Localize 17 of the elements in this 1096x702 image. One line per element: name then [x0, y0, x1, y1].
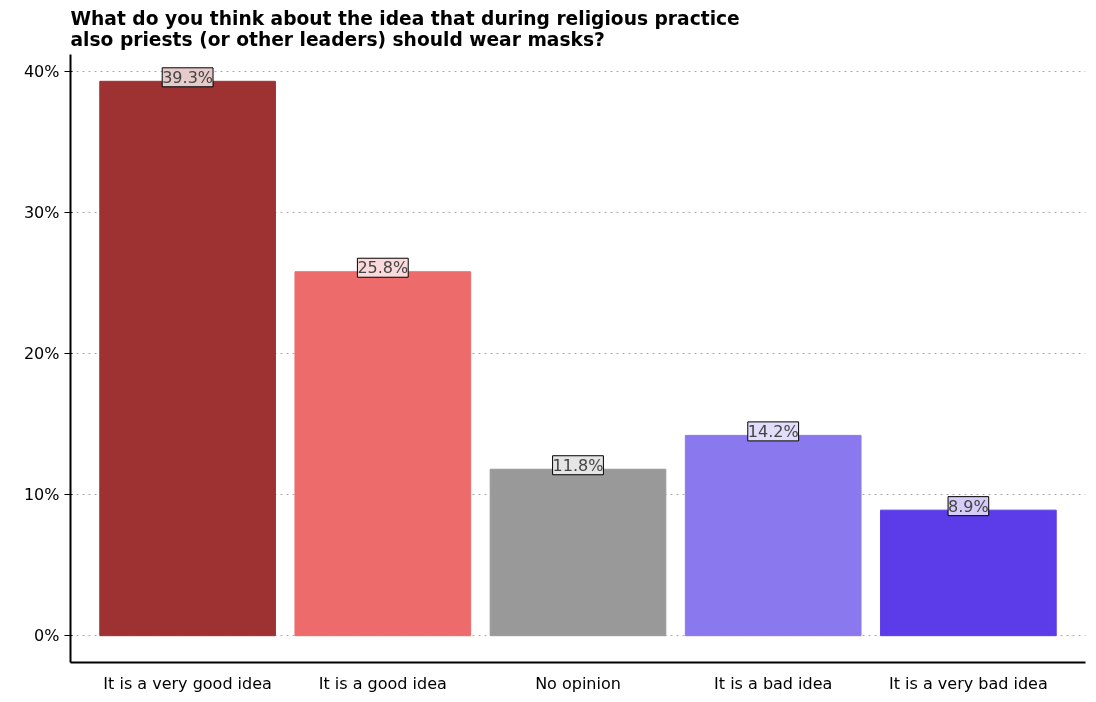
data-label: 8.9% — [948, 496, 989, 516]
bar — [294, 271, 472, 637]
chart-title: What do you think about the idea that during religious practice also priests (or other leaders) should wear masks? — [70, 7, 740, 50]
y-tick-label: 0% — [34, 626, 60, 646]
data-label: 14.2% — [747, 421, 799, 441]
y-tick-label: 20% — [23, 344, 60, 364]
y-tick-label: 30% — [23, 203, 60, 222]
y-tick-label: 40% — [23, 61, 60, 81]
data-label: 39.3% — [162, 67, 214, 87]
data-label: 11.8% — [552, 455, 604, 475]
x-tick-label: It is a good idea — [318, 673, 447, 693]
x-tick-label: It is a very bad idea — [889, 673, 1048, 693]
data-label: 25.8% — [357, 258, 409, 278]
x-tick-label: No opinion — [535, 673, 621, 693]
x-tick-label: It is a very good idea — [103, 673, 272, 693]
x-tick-label: It is a bad idea — [714, 673, 833, 693]
y-tick-label: 10% — [23, 485, 60, 505]
